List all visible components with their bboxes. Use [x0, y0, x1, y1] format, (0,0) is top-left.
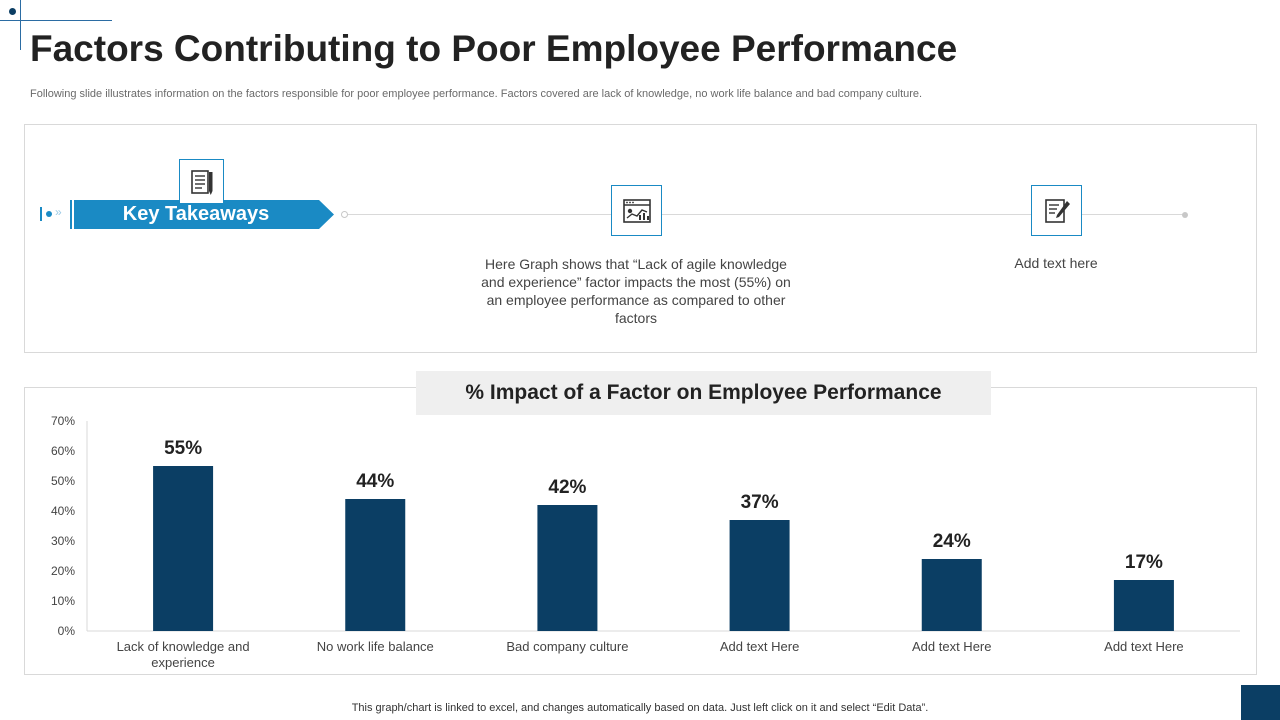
y-tick-label: 30% — [51, 534, 75, 548]
data-label: 55% — [164, 438, 202, 459]
key-takeaways-label: Key Takeaways — [122, 203, 270, 225]
y-tick-label: 60% — [51, 444, 75, 458]
data-label: 37% — [741, 492, 779, 513]
y-tick-label: 70% — [51, 414, 75, 428]
bar — [345, 499, 406, 631]
chevrons-icon: » — [55, 205, 62, 219]
y-tick-label: 0% — [58, 624, 76, 638]
corner-line-vertical — [20, 0, 21, 50]
bar — [537, 505, 598, 631]
x-tick-label: Lack of knowledge and experience — [117, 639, 250, 670]
edit-document-icon — [1031, 185, 1082, 236]
corner-dot — [9, 8, 16, 15]
takeaway-text-1: Here Graph shows that “Lack of agile kno… — [481, 256, 791, 326]
key-takeaways-banner: Key Takeaways — [74, 200, 334, 229]
x-tick-label: Bad company culture — [506, 639, 628, 654]
page-subtitle: Following slide illustrates information … — [30, 88, 923, 100]
y-tick-label: 10% — [51, 594, 75, 608]
x-tick-label: Add text Here — [1104, 639, 1184, 654]
data-label: 42% — [548, 477, 586, 498]
x-tick-label: Add text Here — [720, 639, 800, 654]
y-tick-label: 40% — [51, 504, 75, 518]
banner-accent-bar — [40, 207, 42, 221]
x-tick-label: Add text Here — [912, 639, 992, 654]
timeline-line — [344, 214, 1186, 215]
y-tick-label: 50% — [51, 474, 75, 488]
timeline-end-dot — [1182, 212, 1188, 218]
chart-title: % Impact of a Factor on Employee Perform… — [416, 371, 991, 415]
takeaways-panel — [24, 124, 1257, 353]
bar — [1113, 580, 1174, 631]
footnote: This graph/chart is linked to excel, and… — [351, 702, 929, 714]
data-label: 17% — [1125, 552, 1163, 573]
banner-edge — [70, 200, 72, 229]
bar — [729, 520, 790, 631]
x-tick-label: No work life balance — [317, 639, 434, 654]
page-title: Factors Contributing to Poor Employee Pe… — [30, 28, 958, 69]
bar — [153, 466, 214, 631]
corner-line-horizontal — [0, 20, 112, 21]
y-tick-label: 20% — [51, 564, 75, 578]
notes-icon — [179, 159, 224, 204]
data-label: 24% — [933, 531, 971, 552]
corner-block — [1241, 685, 1280, 720]
data-label: 44% — [356, 471, 394, 492]
bar — [921, 559, 982, 631]
analytics-icon — [611, 185, 662, 236]
takeaway-text-2: Add text here — [1014, 255, 1098, 271]
banner-accent-dot — [46, 211, 52, 217]
timeline-start-dot — [341, 211, 348, 218]
